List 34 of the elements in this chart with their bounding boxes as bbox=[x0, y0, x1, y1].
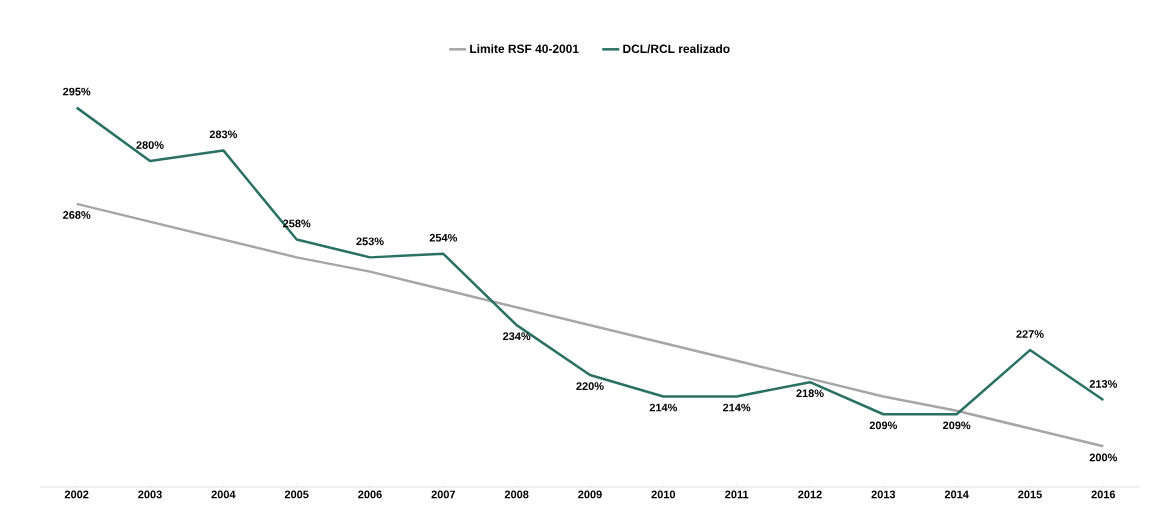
data-label: 214% bbox=[649, 403, 678, 412]
data-label: 209% bbox=[943, 421, 971, 430]
x-tick-label: 2009 bbox=[578, 490, 602, 499]
data-label: 280% bbox=[136, 141, 164, 149]
legend-label: Limite RSF 40-2001 bbox=[470, 44, 579, 54]
x-tick-label: 2008 bbox=[504, 490, 529, 499]
data-label: 200% bbox=[1089, 453, 1118, 462]
x-tick-label: 2012 bbox=[798, 490, 822, 499]
data-label: 268% bbox=[63, 211, 91, 219]
data-label: 254% bbox=[429, 233, 458, 242]
data-label: 227% bbox=[1016, 330, 1044, 338]
data-label: 258% bbox=[283, 219, 311, 228]
x-tick-label: 2011 bbox=[725, 490, 749, 499]
data-label: 295% bbox=[63, 87, 91, 96]
x-tick-label: 2014 bbox=[944, 490, 969, 499]
x-tick-label: 2016 bbox=[1091, 490, 1116, 499]
data-label: 220% bbox=[576, 382, 604, 390]
data-label: 234% bbox=[503, 332, 531, 341]
x-tick-label: 2002 bbox=[64, 490, 89, 499]
x-tick-label: 2005 bbox=[284, 490, 309, 499]
data-label: 253% bbox=[356, 237, 384, 246]
data-label: 283% bbox=[209, 130, 238, 139]
data-label: 218% bbox=[796, 389, 824, 398]
x-tick-label: 2010 bbox=[651, 490, 676, 499]
x-tick-label: 2003 bbox=[138, 490, 162, 499]
x-tick-label: 2007 bbox=[431, 490, 456, 499]
x-tick-label: 2015 bbox=[1018, 490, 1042, 499]
x-tick-label: 2004 bbox=[211, 490, 236, 499]
data-label: 209% bbox=[869, 421, 898, 430]
data-label: 213% bbox=[1089, 380, 1118, 388]
x-tick-label: 2013 bbox=[871, 490, 896, 499]
legend-label: DCL/RCL realizado bbox=[623, 44, 730, 54]
data-label: 214% bbox=[723, 403, 751, 412]
x-tick-label: 2006 bbox=[358, 490, 382, 499]
